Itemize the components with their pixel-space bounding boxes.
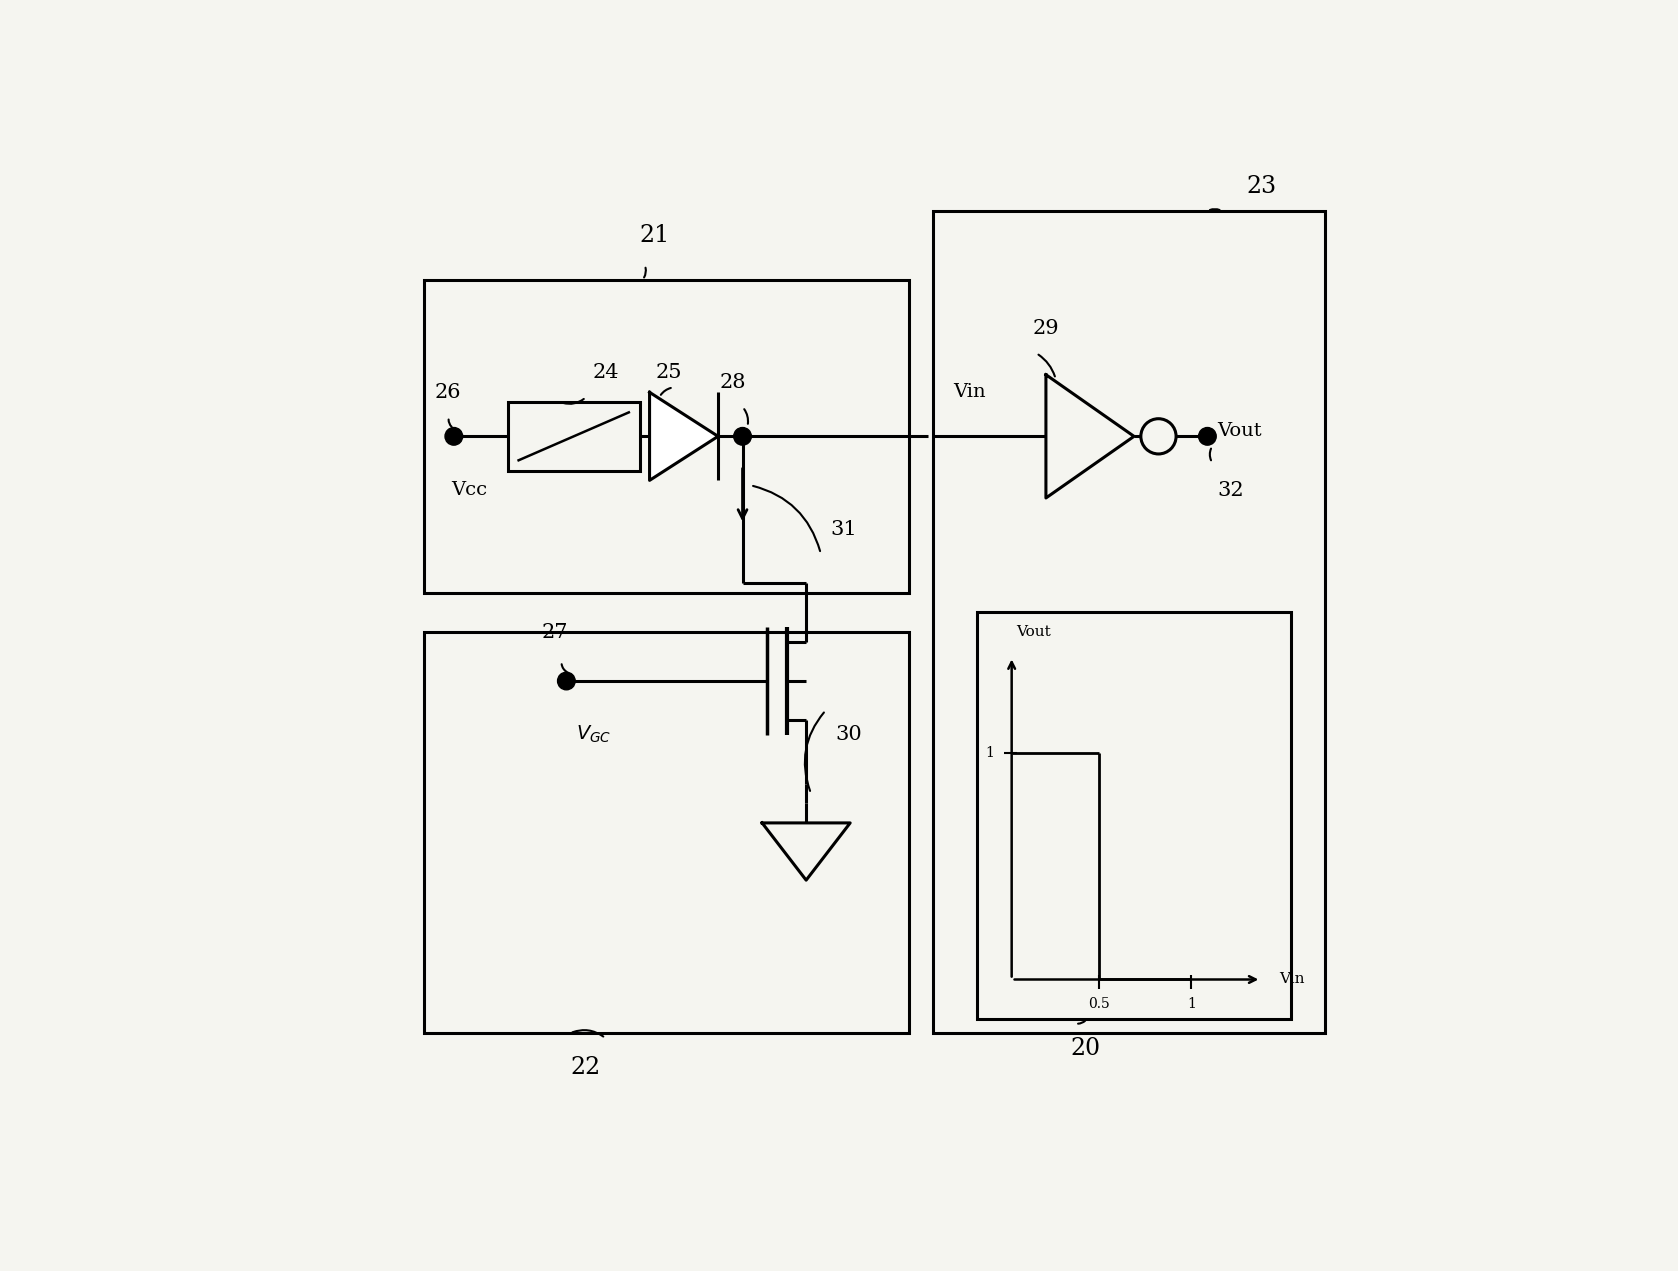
Text: Vout: Vout <box>1017 625 1052 639</box>
Text: 26: 26 <box>435 383 461 402</box>
Polygon shape <box>649 393 718 480</box>
Text: 31: 31 <box>831 520 857 539</box>
Bar <box>425 280 909 592</box>
Text: Vin: Vin <box>953 384 985 402</box>
Text: 1: 1 <box>985 746 993 760</box>
Text: 27: 27 <box>542 623 569 642</box>
Text: 29: 29 <box>1032 319 1059 338</box>
Polygon shape <box>762 822 851 880</box>
Text: 24: 24 <box>592 364 619 383</box>
Text: $V_{GC}$: $V_{GC}$ <box>576 724 611 746</box>
Bar <box>508 402 639 470</box>
Text: 22: 22 <box>571 1056 601 1079</box>
Circle shape <box>445 427 463 445</box>
Text: 32: 32 <box>1217 480 1243 500</box>
Text: 0.5: 0.5 <box>1087 996 1109 1010</box>
Text: 21: 21 <box>639 224 670 247</box>
Circle shape <box>733 427 752 445</box>
Bar <box>425 632 909 1033</box>
Text: Vin: Vin <box>1279 972 1304 986</box>
Text: 28: 28 <box>720 372 747 391</box>
Text: 1: 1 <box>1186 996 1196 1010</box>
Text: Vcc: Vcc <box>451 482 487 500</box>
Circle shape <box>1198 427 1217 445</box>
Circle shape <box>557 672 576 690</box>
Text: 23: 23 <box>1247 175 1277 198</box>
Text: Vout: Vout <box>1217 422 1262 441</box>
Polygon shape <box>1045 375 1134 498</box>
Circle shape <box>1141 418 1176 454</box>
Text: 25: 25 <box>656 364 683 383</box>
Bar <box>977 613 1290 1018</box>
Text: 30: 30 <box>836 726 862 745</box>
Text: 20: 20 <box>1071 1037 1101 1060</box>
Bar <box>933 211 1326 1033</box>
